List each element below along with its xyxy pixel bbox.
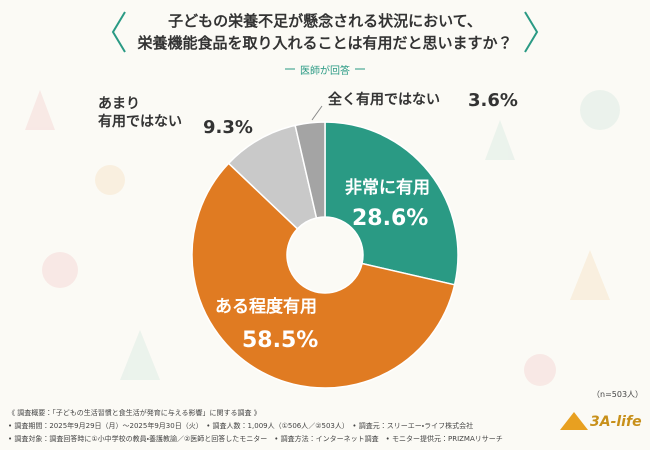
value-label: 58.5%: [242, 328, 319, 353]
subtitle: 医師が回答: [300, 66, 350, 77]
donut-slice: [191, 162, 456, 389]
value-label: 28.6%: [352, 206, 429, 231]
footer-line: • 調査対象：調査回答時に①小中学校の教員・養護教諭／②医師と回答したモニター …: [8, 435, 503, 443]
category-label: 非常に有用: [345, 178, 430, 198]
category-label: ある程度有用: [215, 297, 317, 317]
sample-note: （n=503人）: [592, 390, 644, 399]
footer-line: 《 調査概要：「子どもの生活習慣と食生活が発育に与える影響」に関する調査 》: [8, 409, 261, 417]
footer-line: • 調査期間：2025年9月29日（月）～2025年9月30日（火） • 調査人…: [8, 422, 474, 430]
logo-mark: [560, 412, 588, 430]
value-label: 3.6%: [468, 90, 518, 111]
title-line: 子どもの栄養不足が懸念される状況において、: [168, 12, 482, 30]
title-line: 栄養機能食品を取り入れることは有用だと思いますか？: [137, 34, 513, 52]
category-label: 全く有用ではない: [328, 92, 440, 108]
value-label: 9.3%: [203, 117, 253, 138]
background-trees: [25, 90, 620, 386]
donut-slice: [324, 121, 459, 286]
donut-slice: [294, 121, 326, 219]
logo: 3A-life: [590, 414, 642, 430]
leader-line: [311, 105, 323, 121]
bracket-right: [524, 11, 539, 53]
bracket-left: [111, 11, 126, 53]
category-label: あまり 有用ではない: [98, 96, 182, 130]
